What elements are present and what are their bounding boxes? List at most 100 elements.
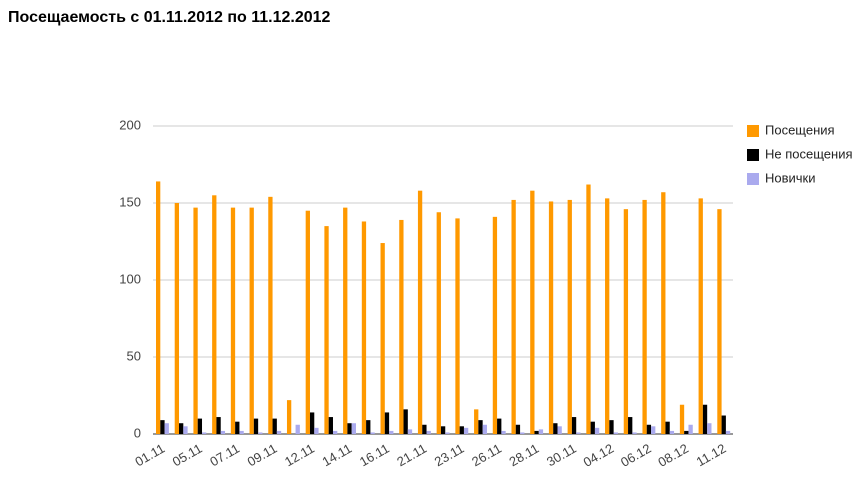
bar [164, 423, 169, 434]
legend-swatch [747, 125, 759, 137]
bar [253, 418, 259, 434]
bar [669, 430, 675, 434]
x-tick-label: 21.11 [394, 441, 429, 470]
bar [272, 418, 277, 434]
bar [202, 432, 207, 434]
bar [553, 423, 558, 434]
chart-title: Посещаемость с 01.11.2012 по 11.12.2012 [8, 9, 331, 26]
bar [174, 203, 180, 434]
x-tick-label: 26.11 [469, 441, 504, 470]
bar [702, 404, 708, 434]
bar [538, 429, 544, 434]
bar [455, 218, 460, 434]
x-tick-label: 08.12 [655, 441, 691, 470]
bar [586, 184, 591, 434]
bar [220, 430, 226, 434]
bar [478, 420, 483, 434]
bar [332, 430, 338, 434]
bar [422, 424, 427, 434]
bar [605, 198, 610, 434]
x-tick-label: 16.11 [357, 441, 392, 470]
x-tick-label: 11.12 [694, 441, 729, 470]
bar [632, 432, 637, 434]
y-tick-label: 50 [127, 348, 141, 363]
bar [515, 424, 521, 434]
y-tick-label: 0 [134, 425, 141, 440]
bar [347, 423, 352, 434]
bar [440, 426, 446, 434]
bar [156, 181, 161, 434]
legend-label: Новички [765, 170, 816, 185]
x-tick-label: 14.11 [319, 441, 354, 470]
bar [571, 417, 577, 434]
bar [594, 427, 600, 434]
bar [642, 199, 647, 434]
bar [679, 404, 685, 434]
bar [361, 221, 367, 434]
bar [613, 432, 618, 434]
bar [179, 423, 184, 434]
bar [235, 421, 240, 434]
bar [511, 199, 516, 434]
bar [698, 198, 703, 434]
bar [351, 423, 356, 434]
bar [305, 210, 310, 434]
bar [324, 226, 329, 434]
bar [492, 216, 498, 434]
bar [366, 420, 371, 434]
x-tick-label: 06.12 [618, 441, 654, 470]
bar [417, 190, 423, 434]
bar [389, 430, 394, 434]
bar [661, 192, 666, 434]
bar [426, 430, 431, 434]
bar [295, 424, 300, 434]
bar [230, 207, 236, 434]
bar [249, 207, 254, 434]
bar [328, 417, 333, 434]
bar [623, 209, 629, 434]
y-tick-label: 150 [119, 194, 141, 209]
x-tick-label: 04.12 [581, 441, 617, 470]
x-tick-label: 09.11 [245, 441, 280, 470]
legend-swatch [747, 149, 759, 161]
bar [258, 432, 263, 434]
legend-swatch [747, 173, 759, 185]
x-tick-label: 07.11 [207, 441, 242, 470]
bar [567, 199, 572, 434]
bar [370, 432, 375, 434]
bar [590, 421, 595, 434]
bar [651, 426, 656, 434]
x-tick-label: 28.11 [507, 441, 542, 470]
bar [463, 427, 469, 434]
bar [459, 426, 464, 434]
bar [193, 207, 198, 434]
bar [380, 243, 385, 434]
bar [497, 418, 502, 434]
bar [534, 430, 539, 434]
bar [403, 409, 408, 434]
bar [530, 190, 535, 434]
bar [216, 417, 221, 434]
bar [309, 412, 315, 434]
bar [520, 432, 525, 434]
x-tick-label: 12.11 [282, 441, 317, 470]
bar [212, 195, 217, 434]
x-tick-label: 01.11 [132, 441, 167, 470]
bar [276, 430, 282, 434]
bar [384, 412, 390, 434]
bar [684, 430, 689, 434]
bar [501, 430, 506, 434]
y-tick-label: 100 [119, 271, 141, 286]
bar [725, 430, 731, 434]
bar [239, 430, 244, 434]
bar [707, 423, 712, 434]
legend-label: Посещения [765, 122, 835, 137]
bar [628, 417, 633, 434]
bar [646, 424, 652, 434]
bar [314, 427, 319, 434]
bar [482, 424, 487, 434]
bar [268, 196, 273, 434]
bar [286, 400, 292, 434]
bar [665, 421, 670, 434]
